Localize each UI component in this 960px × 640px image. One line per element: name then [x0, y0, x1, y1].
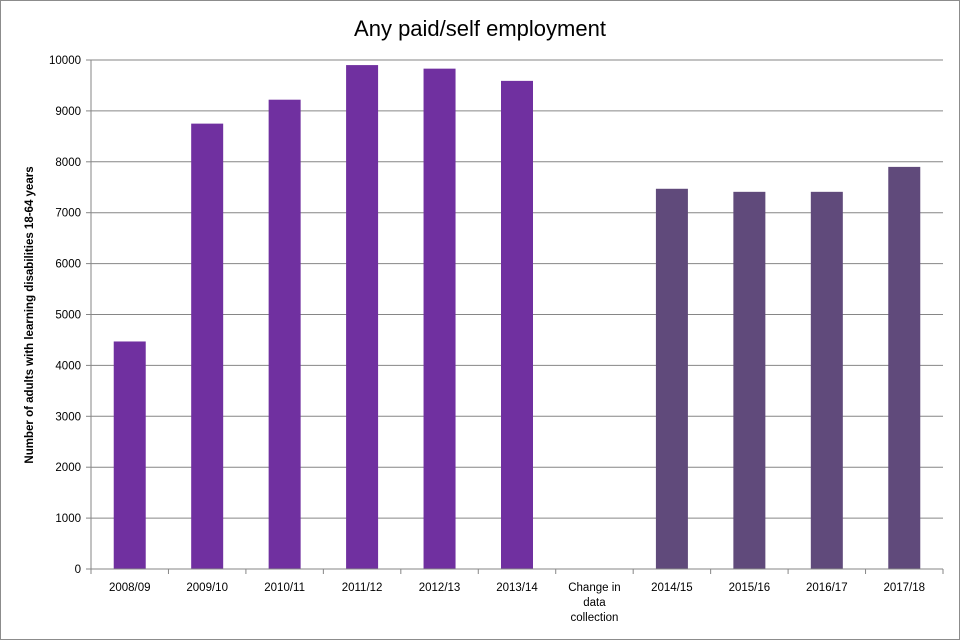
- x-tick-label-line: 2014/15: [651, 582, 693, 594]
- y-tick-label: 6000: [55, 259, 81, 271]
- bar: [810, 191, 843, 569]
- bar: [733, 191, 766, 569]
- chart-title: Any paid/self employment: [354, 16, 606, 41]
- y-tick-label: 7000: [55, 208, 81, 220]
- y-tick-label: 0: [75, 564, 81, 576]
- x-tick-label-line: Change in: [568, 582, 620, 594]
- x-tick-label-line: 2009/10: [186, 582, 228, 594]
- y-tick-label: 4000: [55, 360, 81, 372]
- bar: [346, 65, 379, 569]
- y-tick-label: 9000: [55, 106, 81, 118]
- x-tick-label: 2014/15: [651, 582, 693, 594]
- y-tick-labels: 0 1000 2000 3000 4000 5000 6000 7000 8000 9000 100…: [49, 55, 81, 576]
- y-axis-label: Number of adults with learning disabilit…: [24, 166, 36, 463]
- x-tick-label-line: 2008/09: [109, 582, 151, 594]
- bar: [888, 166, 921, 569]
- x-tick-label: 2017/18: [883, 582, 925, 594]
- y-tick-label: 1000: [55, 513, 81, 525]
- y-tick-label: 3000: [55, 411, 81, 423]
- bar: [113, 341, 146, 569]
- x-tick-label: 2016/17: [806, 582, 848, 594]
- x-tick-label-line: collection: [570, 612, 618, 624]
- x-tick-label: 2008/09: [109, 582, 151, 594]
- bar: [423, 68, 456, 569]
- x-tick-label-line: 2011/12: [342, 582, 383, 594]
- x-tick-label: 2012/13: [419, 582, 461, 594]
- axes: [86, 59, 944, 574]
- x-tick-label-line: 2013/14: [496, 582, 538, 594]
- bar: [268, 99, 301, 570]
- y-tick-label: 10000: [49, 55, 81, 67]
- x-tick-label: 2009/10: [186, 582, 228, 594]
- x-tick-label: 2015/16: [729, 582, 771, 594]
- x-tick-label: Change in data collection: [568, 582, 620, 624]
- y-tick-label: 5000: [55, 310, 81, 322]
- bar: [655, 188, 688, 570]
- x-tick-label-line: 2010/11: [264, 582, 305, 594]
- bar: [191, 123, 224, 569]
- x-tick-label-line: data: [583, 597, 606, 609]
- bars: [113, 65, 921, 570]
- x-tick-label: 2010/11: [264, 582, 305, 594]
- x-tick-label-line: 2012/13: [419, 582, 461, 594]
- x-tick-label-line: 2015/16: [729, 582, 771, 594]
- y-tick-label: 8000: [55, 157, 81, 169]
- x-tick-label-line: 2016/17: [806, 582, 848, 594]
- y-tick-label: 2000: [55, 462, 81, 474]
- bar: [501, 80, 533, 569]
- x-tick-label: 2011/12: [342, 582, 383, 594]
- x-tick-label: 2013/14: [496, 582, 538, 594]
- x-tick-label-line: 2017/18: [883, 582, 925, 594]
- x-tick-labels: 2008/09 2009/10 2010/11 2011/12 2012/13 2013/…: [109, 582, 925, 624]
